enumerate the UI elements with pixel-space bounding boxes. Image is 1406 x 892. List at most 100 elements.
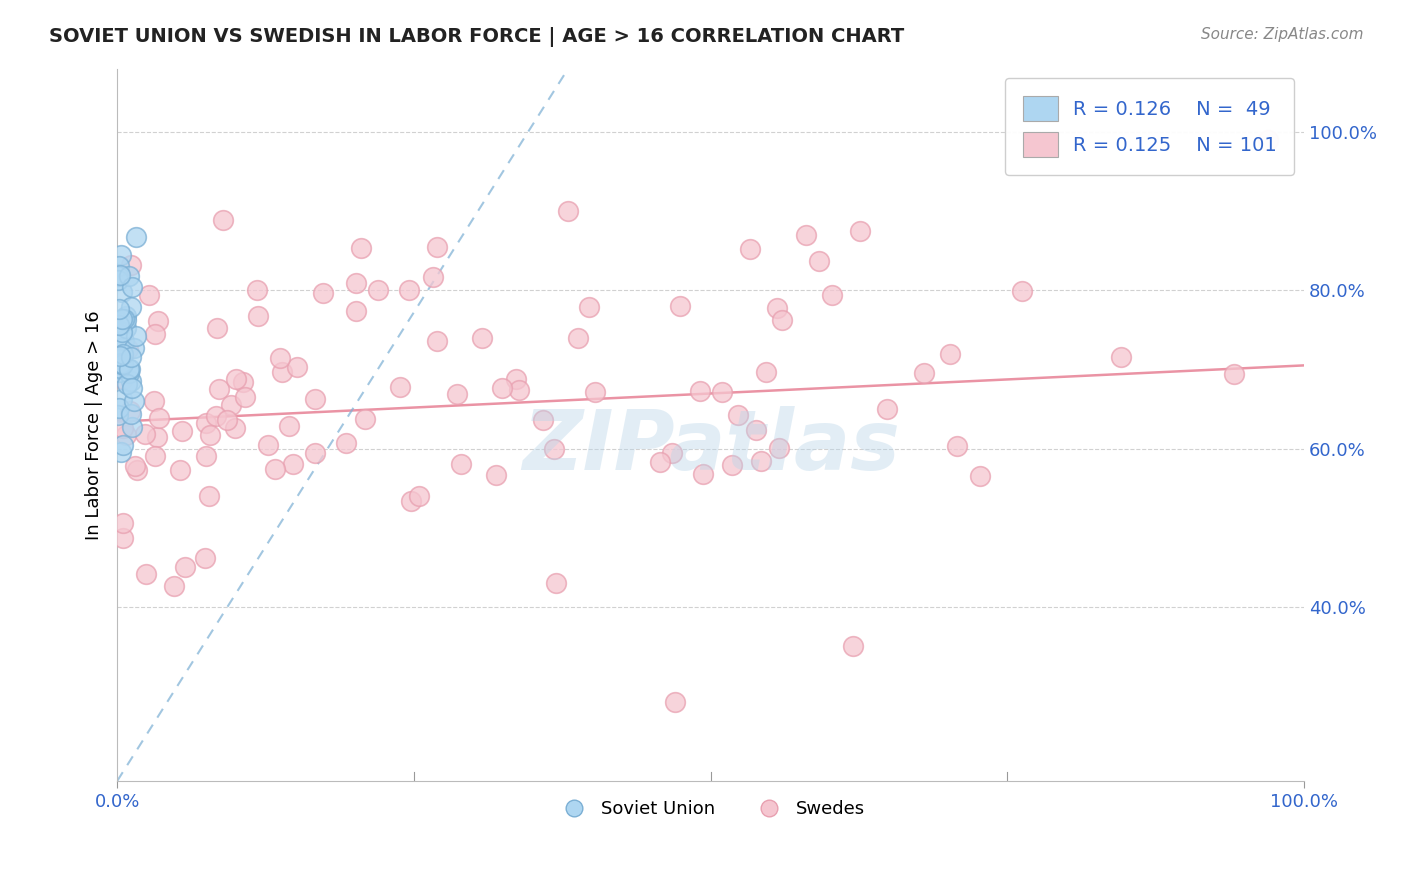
Point — [121, 381, 143, 395]
Point — [668, 299, 690, 313]
Text: SOVIET UNION VS SWEDISH IN LABOR FORCE | AGE > 16 CORRELATION CHART: SOVIET UNION VS SWEDISH IN LABOR FORCE |… — [49, 27, 904, 46]
Point — [219, 398, 242, 412]
Point — [661, 446, 683, 460]
Point — [205, 320, 228, 334]
Point — [344, 276, 367, 290]
Point — [118, 403, 141, 417]
Point — [269, 351, 291, 366]
Point — [107, 318, 129, 333]
Point — [912, 366, 935, 380]
Point — [124, 459, 146, 474]
Point — [208, 382, 231, 396]
Point — [117, 342, 139, 356]
Point — [408, 490, 430, 504]
Point — [1011, 284, 1033, 298]
Point — [247, 309, 270, 323]
Point — [398, 284, 420, 298]
Point — [353, 412, 375, 426]
Point — [842, 640, 865, 654]
Point — [768, 441, 790, 455]
Point — [115, 313, 138, 327]
Point — [205, 409, 228, 423]
Point — [194, 551, 217, 566]
Point — [807, 253, 830, 268]
Point — [143, 449, 166, 463]
Point — [108, 259, 131, 273]
Point — [1109, 350, 1132, 364]
Point — [108, 268, 131, 282]
Point — [422, 269, 444, 284]
Point — [543, 442, 565, 457]
Point — [110, 361, 132, 376]
Point — [426, 334, 449, 348]
Point — [172, 424, 194, 438]
Point — [367, 283, 389, 297]
Point — [122, 341, 145, 355]
Point — [426, 240, 449, 254]
Point — [264, 462, 287, 476]
Legend: Soviet Union, Swedes: Soviet Union, Swedes — [548, 793, 873, 825]
Point — [271, 365, 294, 379]
Point — [450, 458, 472, 472]
Point — [745, 423, 768, 437]
Point — [235, 390, 257, 404]
Point — [794, 227, 817, 242]
Point — [107, 362, 129, 376]
Point — [312, 286, 335, 301]
Point — [118, 362, 141, 376]
Point — [125, 230, 148, 244]
Point — [721, 458, 744, 472]
Point — [142, 393, 165, 408]
Point — [710, 385, 733, 400]
Point — [135, 567, 157, 582]
Point — [110, 444, 132, 458]
Point — [505, 371, 527, 385]
Y-axis label: In Labor Force | Age > 16: In Labor Force | Age > 16 — [86, 310, 103, 540]
Point — [112, 438, 135, 452]
Point — [664, 695, 686, 709]
Point — [212, 213, 235, 227]
Text: ZIPatlas: ZIPatlas — [522, 406, 900, 487]
Point — [304, 392, 326, 407]
Point — [198, 489, 221, 503]
Point — [148, 410, 170, 425]
Point — [755, 365, 778, 379]
Point — [471, 331, 494, 345]
Point — [246, 283, 269, 297]
Point — [121, 420, 143, 434]
Point — [491, 381, 513, 395]
Point — [350, 241, 373, 255]
Point — [120, 374, 142, 388]
Point — [112, 516, 135, 531]
Point — [146, 314, 169, 328]
Point — [120, 407, 142, 421]
Point — [112, 312, 135, 326]
Point — [107, 408, 129, 422]
Point — [278, 418, 301, 433]
Point — [110, 248, 132, 262]
Point — [124, 394, 146, 409]
Point — [335, 436, 357, 450]
Point — [108, 351, 131, 366]
Point — [111, 392, 134, 407]
Point — [107, 366, 129, 380]
Point — [546, 576, 568, 591]
Point — [344, 303, 367, 318]
Point — [114, 320, 136, 334]
Point — [946, 439, 969, 453]
Point — [256, 438, 278, 452]
Point — [969, 468, 991, 483]
Point — [195, 416, 218, 430]
Point — [1222, 368, 1244, 382]
Point — [225, 371, 247, 385]
Point — [145, 430, 167, 444]
Point — [224, 420, 246, 434]
Point — [567, 331, 589, 345]
Point — [281, 457, 304, 471]
Point — [650, 455, 672, 469]
Point — [583, 385, 606, 400]
Point — [115, 427, 138, 442]
Point — [108, 301, 131, 316]
Point — [108, 401, 131, 415]
Point — [508, 383, 530, 397]
